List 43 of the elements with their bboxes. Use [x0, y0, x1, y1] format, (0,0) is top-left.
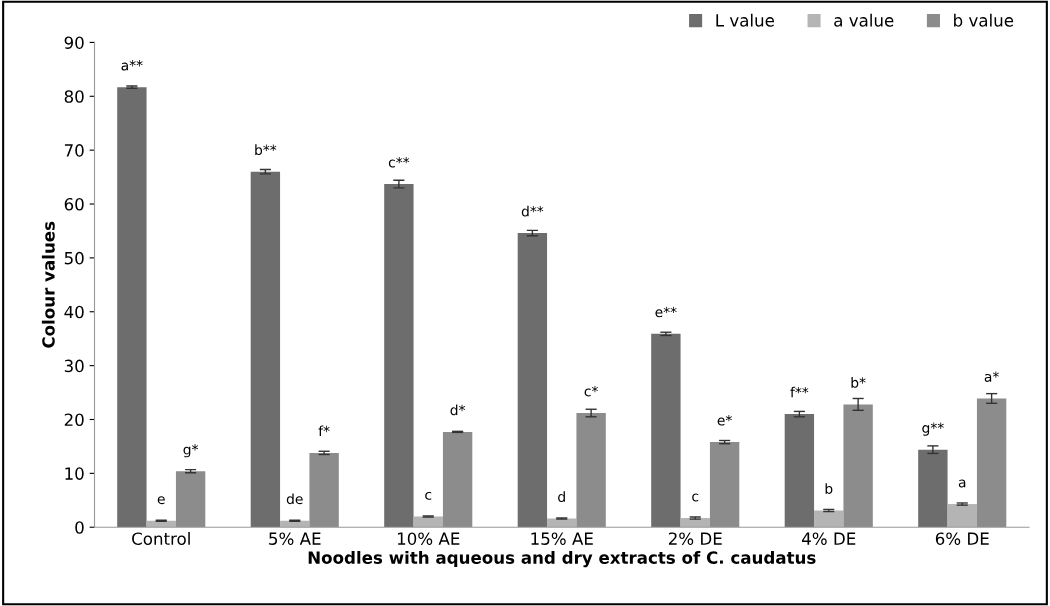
y-tick-label: 0	[75, 521, 84, 534]
data-label: g**	[922, 422, 944, 436]
y-tick-label: 60	[64, 197, 84, 211]
x-tick-label: Control	[132, 532, 190, 545]
y-tick-label: 10	[65, 467, 84, 480]
x-tick-label: 4% DE	[802, 532, 856, 545]
data-label: d**	[521, 205, 544, 217]
data-label: e	[157, 496, 165, 505]
data-label: d	[558, 491, 565, 503]
data-label: b**	[255, 144, 277, 156]
x-tick-label: 2% DE	[668, 532, 722, 545]
x-axis-title: Noodles with aqueous and dry extracts of C. caudatus	[308, 550, 816, 568]
y-tick-label: 80	[64, 90, 84, 103]
data-label: de	[286, 493, 303, 505]
legend-label: b value	[954, 13, 1014, 27]
data-label: a*	[984, 371, 999, 382]
y-tick-label: 90	[64, 36, 84, 49]
y-axis-title: Colour values	[41, 221, 55, 348]
data-label: a	[958, 479, 966, 488]
x-tick-label: 6% DE	[935, 532, 989, 545]
data-label: b*	[851, 377, 866, 388]
x-tick-label: 10% AE	[397, 532, 460, 545]
y-tick-label: 30	[64, 359, 84, 373]
y-tick-label: 40	[64, 305, 84, 319]
y-tick-label: 50	[64, 251, 84, 265]
y-tick-label: 20	[64, 413, 84, 427]
data-label: g*	[183, 444, 199, 458]
data-label: d*	[450, 404, 466, 416]
data-label: b	[825, 483, 833, 494]
legend-label: L value	[716, 13, 774, 27]
data-label: f*	[318, 425, 330, 437]
data-label: c	[692, 493, 699, 502]
data-label: a**	[121, 60, 143, 71]
data-label: c**	[388, 157, 410, 168]
legend-label: a value	[834, 13, 894, 27]
data-label: c*	[584, 385, 598, 397]
data-label: f**	[790, 386, 809, 398]
x-tick-label: 15% AE	[531, 532, 593, 545]
data-label: e*	[717, 415, 732, 426]
data-label: c	[425, 491, 432, 500]
y-tick-label: 70	[64, 144, 84, 157]
data-label: e**	[655, 306, 677, 318]
x-tick-label: 5% AE	[269, 532, 321, 545]
